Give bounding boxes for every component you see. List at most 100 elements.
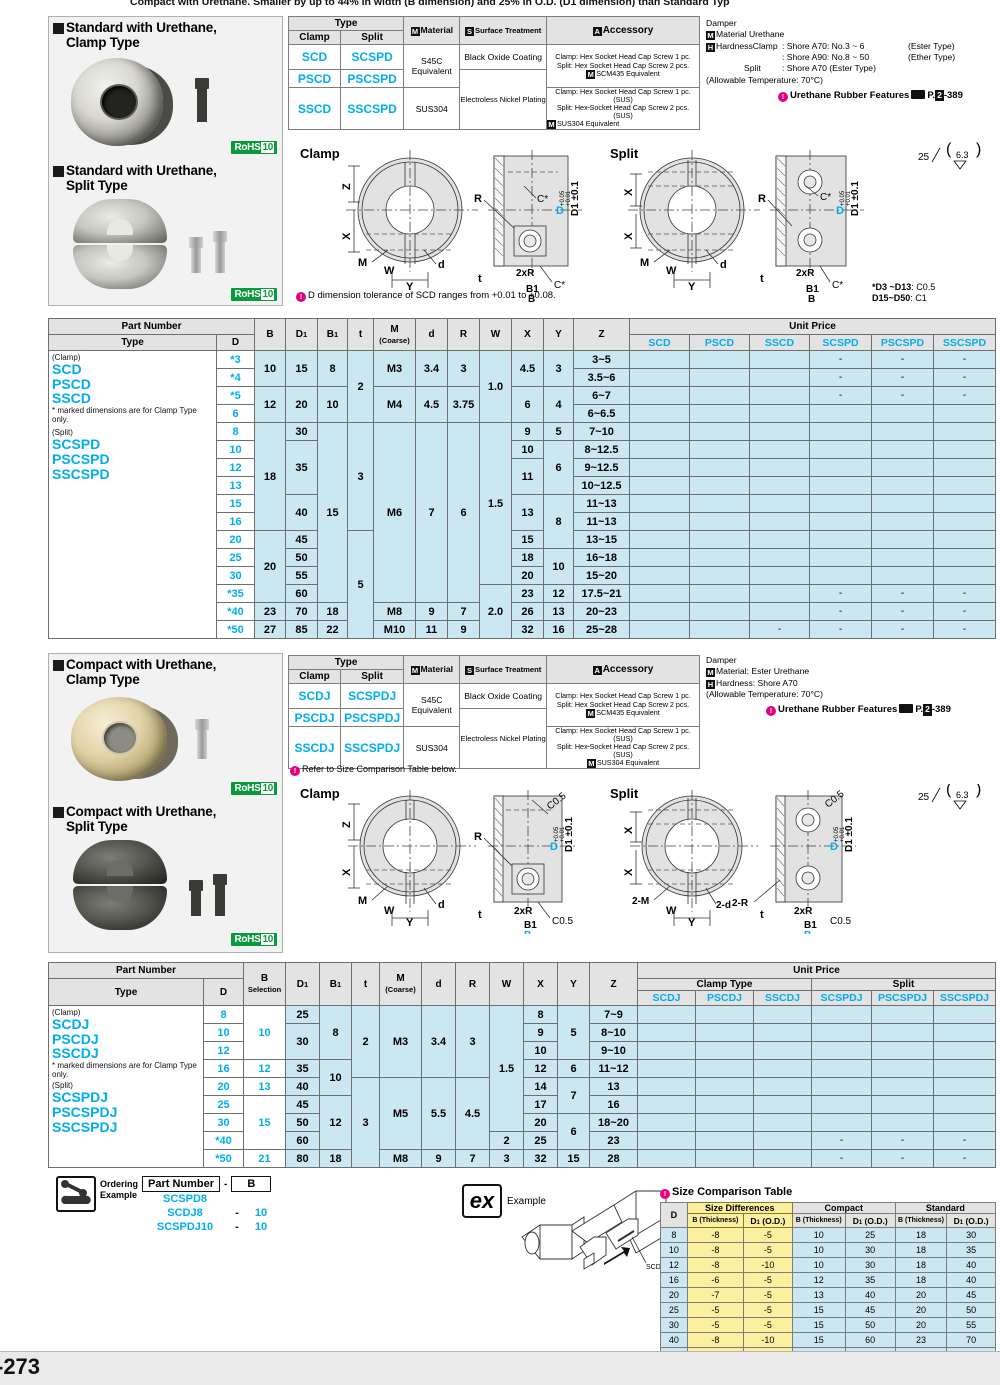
price-cell-PSCDJ[interactable] (695, 1131, 754, 1150)
price-cell-SSCD[interactable] (749, 386, 810, 405)
price-cell-SSCSPD[interactable] (933, 476, 996, 495)
price-cell-PSCSPD[interactable]: - (871, 368, 934, 387)
price-cell-PSCSPD[interactable] (871, 458, 934, 477)
price-cell-PSCSPD[interactable]: - (871, 350, 934, 369)
price-cell-SSCSPD[interactable] (933, 512, 996, 531)
price-cell-SSCSPD[interactable] (933, 548, 996, 567)
price-cell-SCDJ[interactable] (637, 1113, 696, 1132)
price-cell-PSCD[interactable] (689, 566, 750, 585)
price-cell-SCD[interactable] (629, 476, 690, 495)
price-cell-SCD[interactable] (629, 458, 690, 477)
urethane-features-link[interactable]: ! Urethane Rubber Features P. 2 -389 (706, 704, 996, 717)
price-cell-SSCSPD[interactable] (933, 494, 996, 513)
price-cell-SCSPDJ[interactable] (811, 1059, 872, 1078)
price-cell-SCSPD[interactable] (809, 548, 872, 567)
price-cell-SCD[interactable] (629, 404, 690, 423)
price-cell-SCSPDJ[interactable]: - (811, 1131, 872, 1150)
price-cell-PSCD[interactable] (689, 422, 750, 441)
price-cell-PSCSPDJ[interactable] (871, 1041, 934, 1060)
price-cell-SCSPD[interactable]: - (809, 602, 872, 621)
price-cell-PSCDJ[interactable] (695, 1149, 754, 1168)
price-cell-PSCSPDJ[interactable] (871, 1077, 934, 1096)
price-cell-SSCDJ[interactable] (753, 1131, 812, 1150)
price-cell-PSCD[interactable] (689, 548, 750, 567)
price-cell-SSCD[interactable]: - (749, 620, 810, 639)
urethane-features-link[interactable]: ! Urethane Rubber Features P. 2 -389 (706, 90, 996, 103)
price-cell-SCD[interactable] (629, 530, 690, 549)
price-cell-PSCSPDJ[interactable] (871, 1023, 934, 1042)
price-cell-PSCSPDJ[interactable] (871, 1005, 934, 1024)
price-cell-SCD[interactable] (629, 584, 690, 603)
price-cell-SCD[interactable] (629, 602, 690, 621)
price-cell-SCDJ[interactable] (637, 1059, 696, 1078)
price-cell-SCSPD[interactable] (809, 440, 872, 459)
price-cell-PSCSPD[interactable] (871, 512, 934, 531)
price-cell-PSCSPD[interactable] (871, 476, 934, 495)
price-cell-SCD[interactable] (629, 386, 690, 405)
price-cell-PSCD[interactable] (689, 512, 750, 531)
price-cell-SSCSPD[interactable] (933, 422, 996, 441)
price-cell-PSCDJ[interactable] (695, 1095, 754, 1114)
price-cell-PSCD[interactable] (689, 584, 750, 603)
price-cell-SCD[interactable] (629, 512, 690, 531)
price-cell-SCSPDJ[interactable] (811, 1041, 872, 1060)
price-cell-SSCD[interactable] (749, 548, 810, 567)
price-cell-SSCD[interactable] (749, 602, 810, 621)
price-cell-PSCD[interactable] (689, 620, 750, 639)
price-cell-PSCD[interactable] (689, 440, 750, 459)
price-cell-PSCDJ[interactable] (695, 1059, 754, 1078)
price-cell-PSCSPDJ[interactable] (871, 1113, 934, 1132)
price-cell-SCD[interactable] (629, 620, 690, 639)
price-cell-SSCD[interactable] (749, 530, 810, 549)
price-cell-SCSPD[interactable]: - (809, 386, 872, 405)
price-cell-SSCD[interactable] (749, 494, 810, 513)
price-cell-SSCSPD[interactable]: - (933, 584, 996, 603)
price-cell-SCDJ[interactable] (637, 1041, 696, 1060)
price-cell-SCSPD[interactable] (809, 566, 872, 585)
price-cell-SSCD[interactable] (749, 476, 810, 495)
price-cell-PSCSPDJ[interactable]: - (871, 1131, 934, 1150)
price-cell-PSCSPDJ[interactable] (871, 1059, 934, 1078)
price-cell-SCSPD[interactable] (809, 458, 872, 477)
price-cell-PSCDJ[interactable] (695, 1113, 754, 1132)
price-cell-SSCSPD[interactable] (933, 530, 996, 549)
price-cell-SSCSPDJ[interactable] (933, 1023, 996, 1042)
price-cell-SCDJ[interactable] (637, 1005, 696, 1024)
price-cell-PSCSPD[interactable]: - (871, 620, 934, 639)
price-cell-SSCD[interactable] (749, 566, 810, 585)
price-cell-SCD[interactable] (629, 494, 690, 513)
price-cell-PSCSPD[interactable] (871, 404, 934, 423)
price-cell-PSCD[interactable] (689, 350, 750, 369)
price-cell-SCSPD[interactable]: - (809, 620, 872, 639)
price-cell-PSCDJ[interactable] (695, 1077, 754, 1096)
price-cell-SCD[interactable] (629, 548, 690, 567)
price-cell-SSCSPDJ[interactable]: - (933, 1149, 996, 1168)
price-cell-PSCSPD[interactable] (871, 566, 934, 585)
price-cell-SSCD[interactable] (749, 350, 810, 369)
price-cell-PSCD[interactable] (689, 494, 750, 513)
price-cell-PSCDJ[interactable] (695, 1005, 754, 1024)
price-cell-SSCD[interactable] (749, 404, 810, 423)
price-cell-SSCD[interactable] (749, 584, 810, 603)
price-cell-SSCSPDJ[interactable] (933, 1077, 996, 1096)
price-cell-SSCD[interactable] (749, 458, 810, 477)
price-cell-SCSPD[interactable] (809, 404, 872, 423)
price-cell-SCSPD[interactable] (809, 494, 872, 513)
price-cell-SSCSPD[interactable] (933, 404, 996, 423)
price-cell-SCDJ[interactable] (637, 1077, 696, 1096)
price-cell-SCSPDJ[interactable] (811, 1005, 872, 1024)
price-cell-PSCSPD[interactable]: - (871, 584, 934, 603)
price-cell-PSCD[interactable] (689, 386, 750, 405)
price-cell-SSCSPDJ[interactable] (933, 1059, 996, 1078)
price-cell-PSCD[interactable] (689, 368, 750, 387)
price-cell-SCSPD[interactable]: - (809, 584, 872, 603)
price-cell-PSCSPD[interactable] (871, 422, 934, 441)
price-cell-SCSPD[interactable] (809, 530, 872, 549)
price-cell-SCSPD[interactable]: - (809, 350, 872, 369)
price-cell-PSCSPD[interactable] (871, 494, 934, 513)
price-cell-SSCSPD[interactable] (933, 566, 996, 585)
price-cell-SSCSPDJ[interactable]: - (933, 1131, 996, 1150)
price-cell-SSCSPD[interactable]: - (933, 620, 996, 639)
price-cell-SSCSPD[interactable]: - (933, 368, 996, 387)
price-cell-SSCSPD[interactable]: - (933, 386, 996, 405)
